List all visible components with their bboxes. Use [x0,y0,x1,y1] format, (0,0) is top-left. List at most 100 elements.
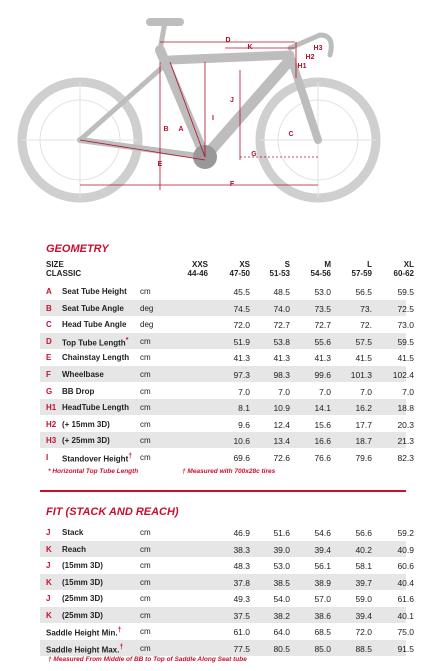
cell-value: 38.2 [273,610,290,621]
cell-value: 85.0 [314,643,331,654]
cell-value: 61.0 [233,627,250,637]
size-range: 60-62 [393,269,414,278]
row-letter: K [46,544,52,554]
row-unit: cm [140,544,151,554]
size-header: XL [403,260,414,269]
cell-value: 99.6 [314,370,331,380]
diagram-label: C [288,131,293,138]
cell-value: 8.1 [238,403,250,414]
row-mark: † [128,453,133,460]
cell-value: 13.4 [273,436,290,447]
diagram-label: G [251,151,257,158]
cell-value: 80.5 [273,643,290,654]
table-row: J Stack cm 46.9 51.6 54.6 56.6 59.2 [40,524,414,540]
table-row: K (15mm 3D) cm 37.8 38.5 38.9 39.7 40.4 [40,573,414,590]
cell-value: 102.4 [392,370,414,380]
cell-value: 18.8 [397,403,414,414]
cell-value: 54.6 [314,528,331,538]
cell-value: 7.0 [238,386,250,397]
cell-value: 40.4 [397,577,414,588]
row-label: HeadTube Length [62,403,129,413]
cell-value: 72.6 [273,453,290,463]
row-label: (25mm 3D) [62,610,103,620]
bike-diagram: D K H3 H2 H1 J I B A C E G F [17,18,381,203]
row-label: Head Tube Angle [62,320,127,330]
cell-value: 60.6 [397,561,414,571]
row-label: (+ 15mm 3D) [62,419,110,429]
divider [40,490,406,492]
row-label: Seat Tube Height [62,287,127,296]
cell-value: 56.1 [314,561,331,571]
size-range: 51-53 [269,269,290,278]
cell-value: 59.5 [397,336,414,347]
row-letter: K [46,577,52,587]
cell-value: 72.7 [314,320,331,331]
diagram-label: H2 [306,54,315,61]
cell-value: 14.1 [314,403,331,414]
row-letter: I [46,453,49,462]
row-label: (+ 25mm 3D) [62,436,110,446]
cell-value: 72.7 [273,320,290,331]
cell-value: 7.0 [360,386,372,397]
row-unit: cm [140,419,151,429]
cell-value: 75.0 [397,627,414,637]
table-row: Saddle Height Max.† cm 77.5 80.5 85.0 88.5 91.… [40,639,414,656]
diagram-label: H3 [314,45,323,52]
cell-value: 12.4 [273,419,290,430]
cell-value: 38.5 [273,577,290,588]
cell-value: 61.6 [397,594,414,604]
cell-value: 7.0 [319,386,331,397]
cell-value: 38.3 [233,544,250,555]
cell-value: 59.0 [355,594,372,604]
diagram-label: D [225,37,230,44]
size-range: 47-50 [229,269,250,278]
cell-value: 38.6 [314,610,331,621]
classic-label: CLASSIC [46,269,82,278]
cell-value: 72. [360,320,372,331]
footnote: * Horizontal Top Tube Length [48,468,139,475]
cell-value: 82.3 [397,453,414,463]
cell-value: 51.9 [233,336,250,347]
cell-value: 72.5 [397,303,414,314]
cell-value: 48.5 [273,287,290,297]
cell-value: 41.5 [355,353,372,364]
row-unit: cm [140,370,151,379]
table-row: Saddle Height Min.† cm 61.0 64.0 68.5 72.0 75.… [40,623,414,639]
cell-value: 17.7 [355,419,372,430]
cell-value: 41.3 [233,353,250,364]
cell-value: 56.5 [355,287,372,297]
cell-value: 39.7 [355,577,372,588]
cell-value: 73. [360,303,372,314]
table-row: E Chainstay Length cm 41.3 41.3 41.3 41.5 41.5 [40,349,414,365]
row-label: Stack [62,528,84,537]
row-label: (25mm 3D) [62,594,103,603]
cell-value: 57.5 [355,336,372,347]
cell-value: 16.2 [355,403,372,414]
row-unit: cm [140,287,151,296]
cell-value: 45.5 [233,287,250,297]
row-unit: cm [140,453,151,462]
size-header: S [284,260,290,269]
row-letter: H1 [46,403,57,413]
cell-value: 91.5 [397,643,414,654]
row-unit: cm [140,643,151,653]
cell-value: 73.5 [314,303,331,314]
cell-value: 40.9 [397,544,414,555]
size-header: XXS [191,260,208,269]
cell-value: 41.3 [273,353,290,364]
cell-value: 58.1 [355,561,372,571]
cell-value: 21.3 [397,436,414,447]
cell-value: 72.0 [233,320,250,331]
row-letter: C [46,320,52,330]
diagram-label: B [163,126,168,133]
diagram-label: J [230,97,234,104]
row-letter: F [46,370,51,379]
cell-value: 51.6 [273,528,290,538]
cell-value: 88.5 [355,643,372,654]
footnote: † Measured with 700x28c tires [182,468,276,475]
cell-value: 76.6 [314,453,331,463]
cell-value: 72.0 [355,627,372,637]
cell-value: 54.0 [273,594,290,604]
cell-value: 57.0 [314,594,331,604]
row-label: Wheelbase [62,370,104,379]
